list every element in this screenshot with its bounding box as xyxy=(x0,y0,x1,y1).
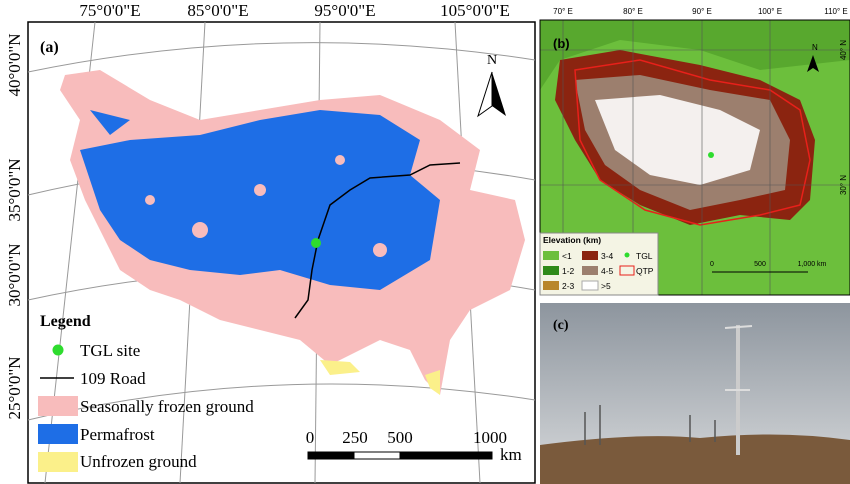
legend-swatch xyxy=(581,280,599,291)
elevation-zone xyxy=(540,20,850,90)
latitude-label: 25°0'0"N xyxy=(5,356,24,419)
legend-swatch xyxy=(38,424,78,444)
scale-label: 500 xyxy=(387,428,413,447)
legend-item: >5 xyxy=(601,281,611,291)
legend-items: <1 1-2 2-3 3-4 4-5 >5 TGL QTP xyxy=(543,251,654,291)
latitude-label: 30°0'0"N xyxy=(5,243,24,306)
instruments xyxy=(584,405,716,445)
longitude-label: 90° E xyxy=(692,7,712,16)
panel-label: (c) xyxy=(553,318,569,333)
latitude-labels: 40°0'0"N 35°0'0"N 30°0'0"N 25°0'0"N xyxy=(5,33,24,419)
map-frame xyxy=(539,19,850,296)
scale-unit: km xyxy=(500,445,522,464)
legend-item: TGL site xyxy=(80,341,140,360)
legend-swatch xyxy=(52,344,64,356)
north-arrow-right xyxy=(492,72,506,116)
longitude-label: 80° E xyxy=(623,7,643,16)
scale-label: 500 xyxy=(754,261,766,268)
legend-swatch xyxy=(38,452,78,472)
scale-labels: 0 500 1,000 km xyxy=(710,261,827,268)
legend-item: 4-5 xyxy=(601,266,614,276)
legend-item: QTP xyxy=(636,266,654,276)
legend-item: TGL xyxy=(636,251,653,261)
latitude-label: 40°0'0"N xyxy=(5,33,24,96)
latitude-label: 30° N xyxy=(839,175,848,195)
legend-swatch xyxy=(543,251,559,260)
latitude-label: 35°0'0"N xyxy=(5,158,24,221)
legend-item: 3-4 xyxy=(601,251,614,261)
longitude-labels: 75°0'0"E 85°0'0"E 95°0'0"E 105°0'0"E xyxy=(79,1,509,20)
panel-a: (a) 75°0'0"E 85°0'0"E 95°0'0"E 105°0'0"E… xyxy=(5,1,536,484)
longitude-label: 105°0'0"E xyxy=(440,1,510,20)
legend-item: 109 Road xyxy=(80,369,146,388)
scale-label: 0 xyxy=(710,261,714,268)
longitude-label: 75°0'0"E xyxy=(79,1,140,20)
longitude-label: 110° E xyxy=(824,7,848,16)
scale-bar xyxy=(307,451,493,460)
legend-item: 2-3 xyxy=(562,281,575,291)
legend-item: <1 xyxy=(562,251,572,261)
longitude-label: 85°0'0"E xyxy=(187,1,248,20)
legend-swatch xyxy=(582,266,598,275)
north-arrow xyxy=(807,55,819,72)
road-109 xyxy=(294,162,461,319)
legend-title: Legend xyxy=(40,313,91,330)
legend-item: Permafrost xyxy=(80,425,155,444)
tgl-site xyxy=(311,238,321,248)
elevation-zone xyxy=(595,95,760,185)
scale-label: 250 xyxy=(342,428,368,447)
scale-label: 1000 xyxy=(473,428,507,447)
legend-item: Unfrozen ground xyxy=(80,452,197,471)
panel-c: (c) xyxy=(540,303,850,484)
longitude-labels: 70° E 80° E 90° E 100° E 110° E xyxy=(553,7,848,16)
qtp-boundary xyxy=(574,59,811,226)
legend-swatch xyxy=(582,251,598,260)
legend-box xyxy=(539,232,659,296)
legend-swatch xyxy=(619,265,635,276)
mast-arm xyxy=(724,325,753,329)
legend-title: Elevation (km) xyxy=(543,235,601,245)
longitude-label: 70° E xyxy=(553,7,573,16)
legend-swatch xyxy=(38,396,78,416)
longitude-label: 95°0'0"E xyxy=(314,1,375,20)
panel-label: (b) xyxy=(553,36,570,51)
legend-item: 1-2 xyxy=(562,266,575,276)
north-label: N xyxy=(487,53,497,68)
panel-b: 70° E 80° E 90° E 100° E 110° E 40° N 30… xyxy=(539,7,850,296)
ground xyxy=(540,434,850,484)
legend-swatch xyxy=(543,281,559,290)
latitude-labels: 40° N 30° N xyxy=(839,40,848,195)
permafrost-area xyxy=(80,110,440,290)
permafrost-gaps xyxy=(145,155,387,257)
north-label: N xyxy=(812,43,818,52)
unfrozen-area xyxy=(320,360,440,395)
scale-labels: 0 250 500 1000 xyxy=(306,428,507,447)
panel-label: (a) xyxy=(40,39,59,56)
longitude-label: 100° E xyxy=(758,7,782,16)
tgl-site xyxy=(708,152,714,158)
scale-label: 1,000 km xyxy=(798,261,827,268)
legend-swatch xyxy=(624,252,630,258)
legend-swatch xyxy=(543,266,559,275)
latitude-label: 40° N xyxy=(839,40,848,60)
scale-label: 0 xyxy=(306,428,315,447)
legend-item: Seasonally frozen ground xyxy=(80,397,254,416)
